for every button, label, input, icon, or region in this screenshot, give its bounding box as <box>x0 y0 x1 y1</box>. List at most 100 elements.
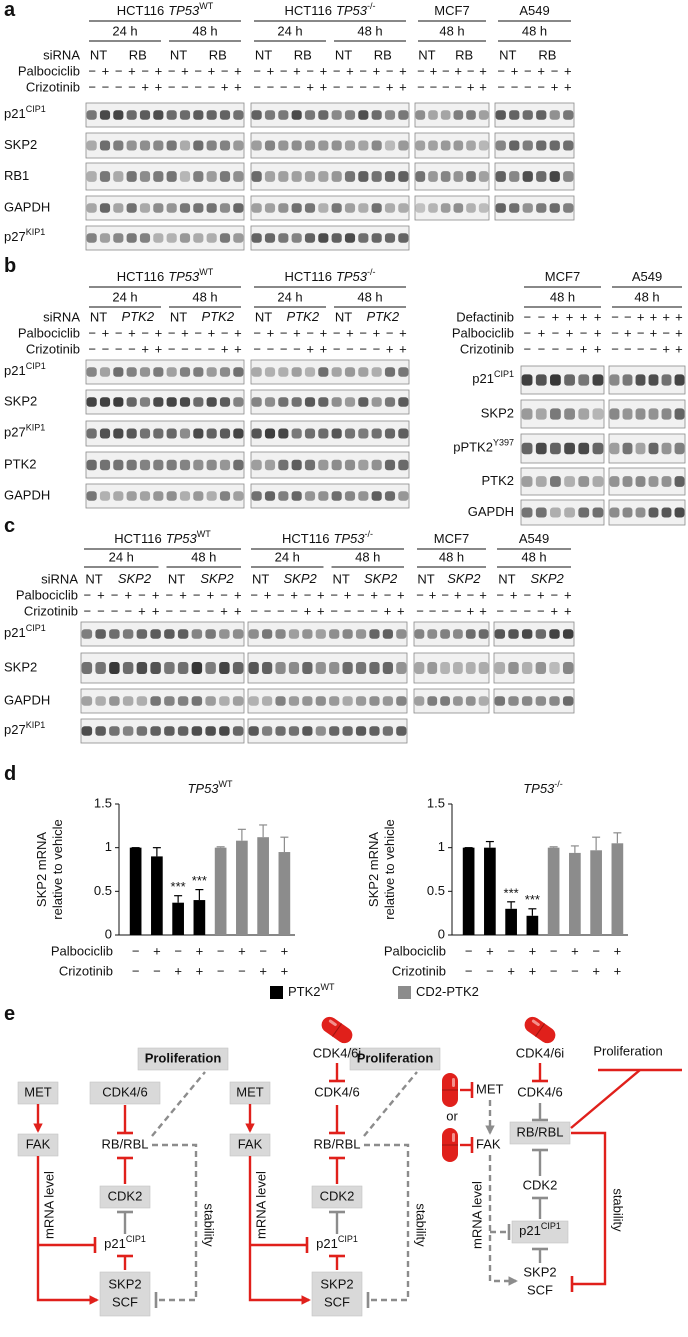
protein-label-text: p27 <box>4 425 26 440</box>
x-row-symbol: − <box>132 963 140 978</box>
chart-title: TP53-/- <box>523 779 563 796</box>
cell-line-header: HCT116 TP53WT <box>117 267 214 284</box>
blot-band <box>384 367 396 377</box>
node-label: SKP2 <box>320 1276 353 1291</box>
blot-band <box>179 140 191 151</box>
time-label: 48 h <box>522 23 547 38</box>
blot-band <box>191 726 203 736</box>
y-axis-label-line: SKP2 mRNA <box>366 832 381 907</box>
x-row-symbol: + <box>174 963 182 978</box>
treatment-label: Crizotinib <box>26 79 80 94</box>
blot-band <box>536 110 547 120</box>
blot-band <box>371 397 382 407</box>
treatment-symbols: − − − − + + − − − − + + <box>88 79 241 94</box>
blot-strip <box>520 365 605 395</box>
node-label: SKP2 <box>108 1276 141 1291</box>
blot-band <box>331 233 342 243</box>
blot-band <box>465 629 476 639</box>
blot-band <box>331 140 342 151</box>
time-label: 48 h <box>191 549 216 564</box>
bar <box>462 847 475 935</box>
blot-band <box>139 203 151 213</box>
sirna-label: SKP2 <box>530 571 564 586</box>
protein-label-text: p27 <box>4 722 26 737</box>
node-box <box>89 1081 161 1105</box>
blot-band <box>191 662 203 674</box>
blot-band <box>153 397 164 407</box>
legend-name: PTK2 <box>288 984 321 999</box>
blot-strip <box>520 399 605 429</box>
blot-band <box>166 110 177 120</box>
blot-band <box>398 203 409 213</box>
blot-band <box>427 662 438 674</box>
blot-band <box>358 459 369 471</box>
blot-band <box>414 696 425 706</box>
blot-band <box>550 476 561 487</box>
cell-line-header: MCF7 <box>434 3 469 18</box>
treatment-label: Palbociclib <box>452 325 514 340</box>
blot-strip <box>85 389 245 415</box>
blot-band <box>99 233 111 243</box>
blot-band <box>648 374 659 386</box>
sirna-label: SKP2 <box>447 571 481 586</box>
blot-band <box>318 110 329 120</box>
blot-band <box>122 629 134 639</box>
node-label: stability <box>611 1188 626 1232</box>
protein-label-sup: CIP1 <box>26 361 46 371</box>
blot-strip <box>414 162 490 191</box>
blot-band <box>278 171 289 182</box>
blot-band <box>233 367 244 377</box>
cell-line-header-italic: TP53 <box>336 269 368 284</box>
blot-band <box>113 491 124 501</box>
blot-band <box>440 203 451 213</box>
time-label: 24 h <box>275 549 300 564</box>
blot-strip <box>250 195 410 221</box>
blot-band <box>164 629 175 639</box>
y-axis-label: SKP2 mRNArelative to vehicle <box>34 819 65 919</box>
blot-band <box>535 442 547 455</box>
blot-band <box>166 491 177 501</box>
blot-band <box>177 662 189 674</box>
blot-band <box>358 491 369 501</box>
blot-band <box>342 726 353 736</box>
blot-band <box>331 367 342 377</box>
blot-band <box>86 233 97 243</box>
blot-band <box>288 662 300 674</box>
blot-band <box>86 397 97 407</box>
blot-band <box>396 726 407 736</box>
blot-band <box>193 140 204 151</box>
cell-line-header-sup: -/- <box>367 267 376 277</box>
y-axis-label-line: relative to vehicle <box>382 819 397 919</box>
bar <box>151 856 163 935</box>
blot-band <box>291 397 302 407</box>
node-label: mRNA level <box>253 1171 268 1239</box>
bar <box>526 915 539 935</box>
treatment-symbols: − − − − + + <box>417 79 487 94</box>
blot-band <box>369 696 380 706</box>
blot-band <box>86 367 97 377</box>
blot-band <box>232 662 244 674</box>
blot-band <box>509 110 520 120</box>
blot-band <box>344 233 356 243</box>
blot-band <box>318 233 329 243</box>
blot-band <box>453 110 464 120</box>
blot-band <box>206 491 217 501</box>
blot-band <box>206 171 217 182</box>
cell-line-header-italic: TP53 <box>333 531 365 546</box>
blot-band <box>358 428 369 439</box>
blot-band <box>179 367 191 377</box>
node-label: CDK2 <box>320 1188 355 1203</box>
blot-band <box>136 629 148 639</box>
blot-band <box>99 397 111 407</box>
blot-band <box>592 507 604 518</box>
blot-band <box>478 140 489 151</box>
blot-band <box>264 491 276 501</box>
blot-band <box>113 459 124 471</box>
x-row-symbol: + <box>486 943 494 958</box>
blot-band <box>382 662 393 674</box>
blot-band <box>251 397 262 407</box>
blot-strip <box>250 451 410 479</box>
protein-label-sup: CIP1 <box>26 104 46 114</box>
y-axis-label: SKP2 mRNArelative to vehicle <box>366 819 397 919</box>
blot-band <box>318 459 329 471</box>
